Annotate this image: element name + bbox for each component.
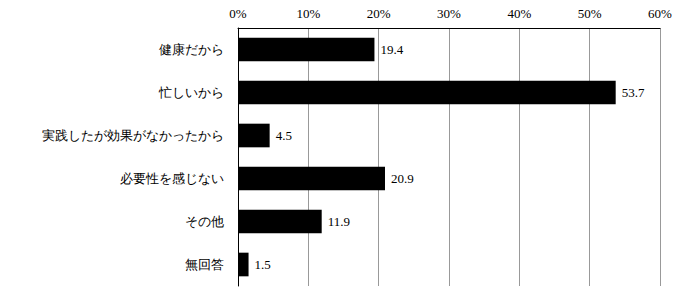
svg-text:40%: 40%: [507, 6, 531, 21]
svg-text:忙しいから: 忙しいから: [158, 85, 224, 100]
svg-text:20.9: 20.9: [391, 171, 414, 186]
svg-text:その他: その他: [185, 214, 224, 229]
svg-text:50%: 50%: [578, 6, 602, 21]
svg-text:19.4: 19.4: [380, 42, 403, 57]
svg-text:0%: 0%: [229, 6, 247, 21]
svg-text:1.5: 1.5: [255, 257, 271, 272]
svg-text:11.9: 11.9: [328, 214, 350, 229]
svg-text:実践したが効果がなかったから: 実践したが効果がなかったから: [42, 128, 224, 143]
svg-text:30%: 30%: [437, 6, 461, 21]
svg-text:53.7: 53.7: [622, 85, 645, 100]
svg-text:60%: 60%: [648, 6, 672, 21]
svg-text:20%: 20%: [367, 6, 391, 21]
svg-text:10%: 10%: [296, 6, 320, 21]
svg-text:4.5: 4.5: [276, 128, 292, 143]
svg-text:必要性を感じない: 必要性を感じない: [120, 171, 224, 186]
svg-text:無回答: 無回答: [185, 257, 224, 272]
svg-text:健康だから: 健康だから: [159, 42, 224, 57]
